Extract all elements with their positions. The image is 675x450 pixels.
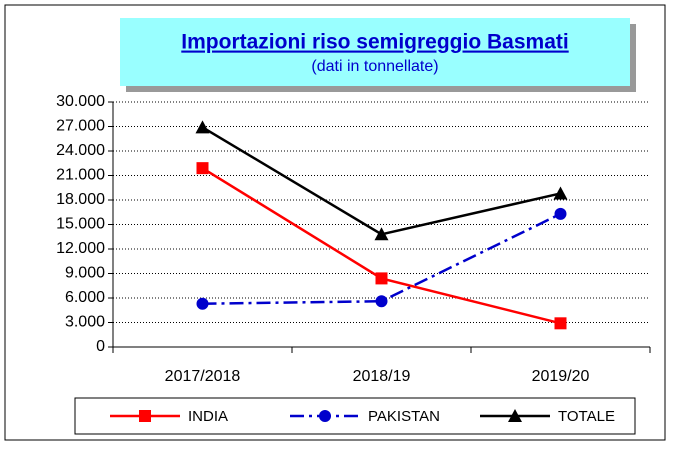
chart-subtitle: (dati in tonnellate) <box>311 58 438 75</box>
legend-label: PAKISTAN <box>368 408 440 425</box>
marker <box>196 162 209 175</box>
y-tick-label: 9.000 <box>65 265 105 282</box>
y-tick-label: 18.000 <box>56 191 105 208</box>
legend-marker <box>508 409 522 422</box>
y-tick-label: 24.000 <box>56 142 105 159</box>
y-tick-label: 15.000 <box>56 216 105 233</box>
y-tick-label: 3.000 <box>65 314 105 331</box>
legend-label: INDIA <box>188 408 228 425</box>
y-tick-label: 21.000 <box>56 167 105 184</box>
marker <box>375 295 388 308</box>
y-tick-label: 30.000 <box>56 93 105 110</box>
x-tick-label: 2017/2018 <box>165 368 241 385</box>
legend-marker <box>319 410 331 422</box>
x-tick-label: 2019/20 <box>532 368 590 385</box>
legend-label: TOTALE <box>558 408 615 425</box>
legend-marker <box>139 410 151 422</box>
marker <box>375 272 388 285</box>
chart-title: Importazioni riso semigreggio Basmati <box>181 31 568 54</box>
marker <box>554 207 567 220</box>
marker <box>196 297 209 310</box>
marker <box>553 186 568 200</box>
title-box <box>120 18 630 86</box>
y-tick-label: 0 <box>96 338 105 355</box>
marker <box>374 227 389 241</box>
series-line <box>202 212 562 305</box>
y-tick-label: 27.000 <box>56 118 105 135</box>
marker <box>195 120 210 134</box>
x-tick-label: 2018/19 <box>353 368 411 385</box>
y-tick-label: 6.000 <box>65 289 105 306</box>
y-tick-label: 12.000 <box>56 240 105 257</box>
marker <box>554 317 567 330</box>
